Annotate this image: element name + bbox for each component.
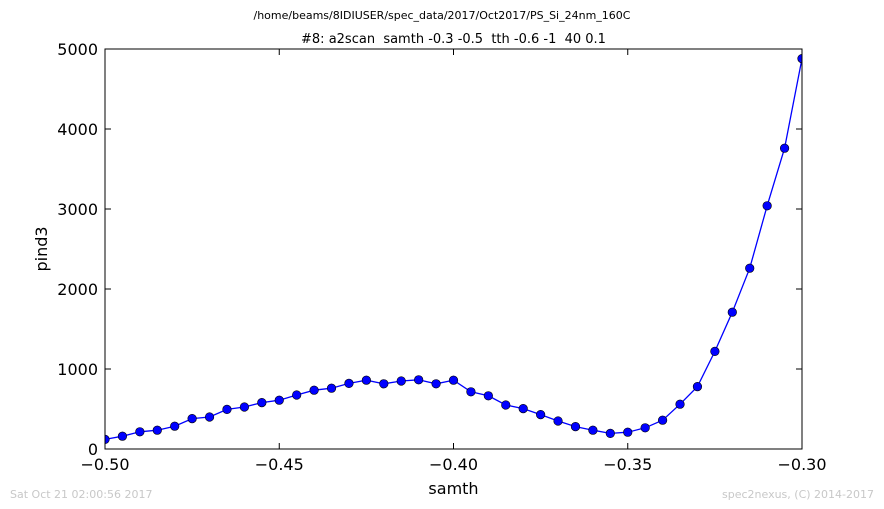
x-tick-label: −0.40: [429, 455, 478, 474]
data-point: [727, 307, 737, 317]
data-point: [675, 399, 685, 409]
data-point: [239, 402, 249, 412]
x-axis-label: samth: [428, 479, 478, 498]
x-tick-label: −0.45: [255, 455, 304, 474]
data-point: [431, 379, 441, 389]
y-tick-label: 5000: [57, 40, 98, 59]
x-tick-label: −0.50: [80, 455, 129, 474]
data-point: [605, 428, 615, 439]
data-point: [657, 415, 668, 425]
y-axis-label: pind3: [32, 226, 51, 271]
y-tick-label: 1000: [57, 360, 98, 379]
timestamp-footer: Sat Oct 21 02:00:56 2017: [10, 488, 153, 501]
y-tick-label: 2000: [57, 280, 98, 299]
data-point: [448, 375, 459, 385]
data-point: [692, 382, 703, 392]
data-point: [379, 379, 389, 389]
data-point: [779, 143, 790, 153]
x-tick-label: −0.35: [603, 455, 652, 474]
data-point: [326, 383, 337, 393]
data-point: [344, 378, 354, 389]
chart-title: #8: a2scan samth -0.3 -0.5 tth -0.6 -1 4…: [301, 32, 606, 47]
data-point: [187, 414, 197, 424]
data-point: [553, 416, 563, 426]
data-point: [117, 431, 128, 441]
x-tick-label: −0.30: [777, 455, 826, 474]
figure-path-title: /home/beams/8IDIUSER/spec_data/2017/Oct2…: [253, 9, 631, 22]
data-point: [222, 404, 232, 415]
data-point: [797, 54, 802, 64]
data-point: [762, 201, 772, 211]
data-point: [640, 423, 650, 433]
data-point: [361, 375, 371, 385]
y-tick-label: 0: [88, 440, 98, 459]
data-point: [152, 425, 162, 435]
data-point: [588, 425, 598, 435]
data-point: [536, 410, 546, 420]
data-point: [204, 412, 215, 422]
data-point: [105, 434, 110, 444]
data-point: [710, 346, 720, 357]
y-tick-label: 4000: [57, 120, 98, 139]
data-point: [309, 385, 319, 395]
data-point: [483, 391, 493, 401]
data-point: [518, 404, 528, 414]
data-point: [274, 395, 284, 405]
data-point: [414, 375, 424, 385]
data-point: [466, 387, 476, 397]
data-point: [623, 427, 633, 437]
data-point: [745, 263, 755, 273]
credit-footer: spec2nexus, (C) 2014-2017: [722, 488, 874, 501]
data-point: [135, 427, 145, 437]
data-point: [292, 390, 302, 400]
y-tick-label: 3000: [57, 200, 98, 219]
data-point: [257, 398, 267, 408]
data-point: [501, 400, 511, 410]
data-point: [570, 422, 581, 432]
data-point: [170, 421, 180, 431]
data-point: [396, 376, 406, 386]
